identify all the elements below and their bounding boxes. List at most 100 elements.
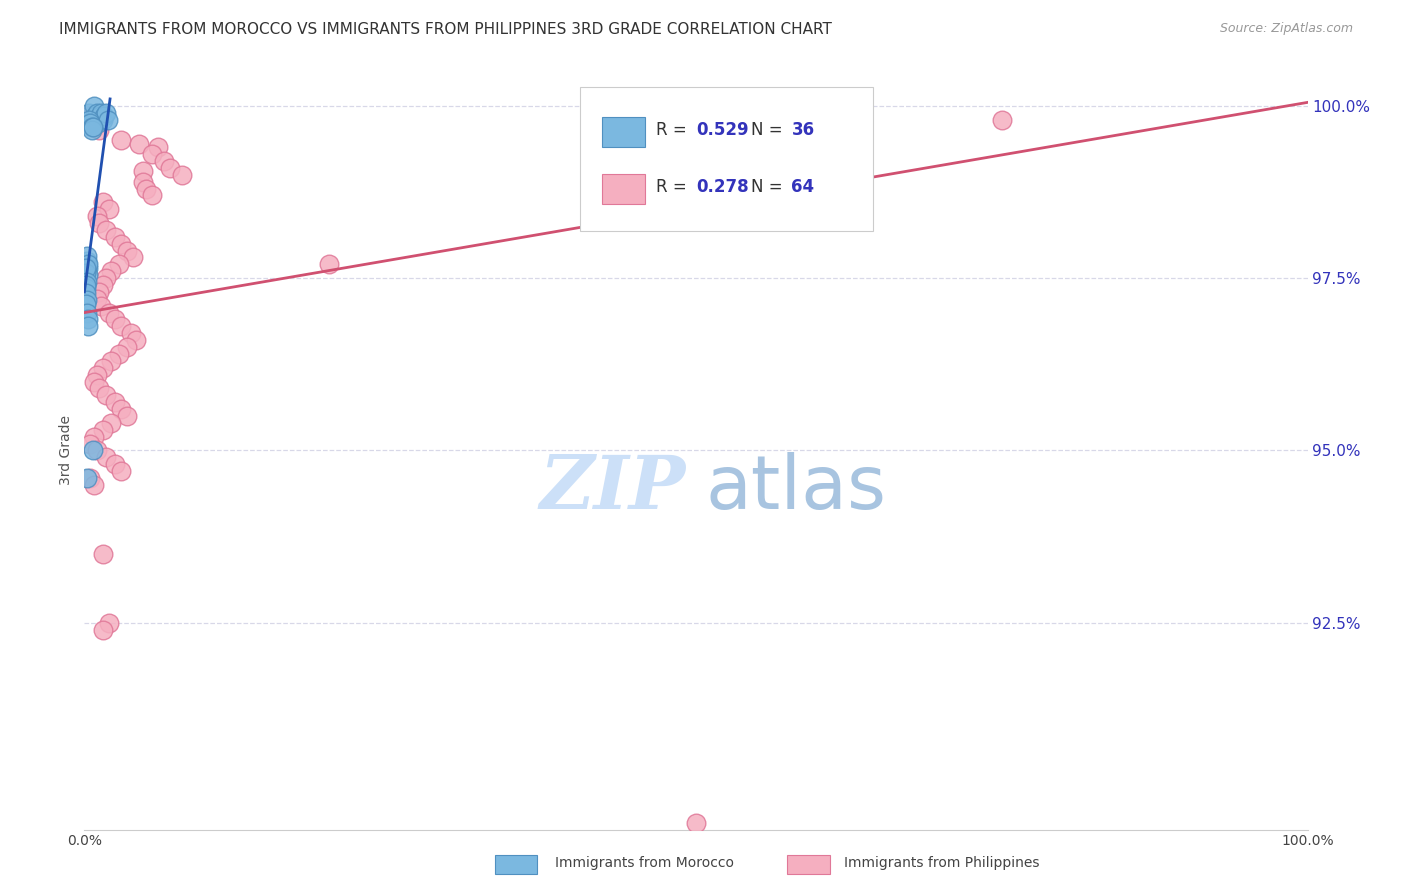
Point — [90, 299, 112, 313]
Point — [110, 402, 132, 417]
Point — [97, 202, 120, 217]
Point — [96, 271, 118, 285]
Point — [84, 120, 107, 134]
Point — [104, 457, 127, 471]
Point — [91, 423, 114, 437]
Point — [115, 340, 138, 354]
Point — [75, 297, 97, 311]
Point — [97, 112, 120, 127]
Point — [141, 147, 163, 161]
Point — [83, 478, 105, 492]
Point — [76, 305, 98, 319]
Point — [86, 443, 108, 458]
Point — [104, 229, 127, 244]
Point — [75, 286, 97, 301]
Point — [79, 116, 101, 130]
Point — [93, 109, 115, 123]
Point — [91, 623, 114, 637]
Text: 36: 36 — [792, 121, 814, 139]
Point — [110, 464, 132, 478]
Point — [76, 249, 98, 263]
Point — [96, 450, 118, 465]
Point — [87, 381, 110, 395]
Point — [87, 116, 110, 130]
Text: Immigrants from Morocco: Immigrants from Morocco — [555, 856, 734, 871]
Point — [76, 254, 98, 268]
Point — [77, 319, 100, 334]
Text: R =: R = — [655, 121, 692, 139]
Text: Source: ZipAtlas.com: Source: ZipAtlas.com — [1219, 22, 1353, 36]
Point — [77, 105, 100, 120]
Point — [91, 195, 114, 210]
Point — [77, 260, 100, 275]
Point — [107, 257, 129, 271]
Point — [86, 105, 108, 120]
Text: R =: R = — [655, 178, 692, 196]
Text: 64: 64 — [792, 178, 814, 196]
Point — [86, 292, 108, 306]
Point — [96, 105, 118, 120]
Point — [115, 409, 138, 423]
Point — [77, 268, 100, 282]
Text: Immigrants from Philippines: Immigrants from Philippines — [844, 856, 1039, 871]
Point — [159, 161, 181, 175]
Point — [115, 244, 138, 258]
Point — [132, 175, 155, 189]
Point — [82, 443, 104, 458]
Y-axis label: 3rd Grade: 3rd Grade — [59, 416, 73, 485]
Point — [96, 388, 118, 402]
Point — [128, 136, 150, 151]
Text: N =: N = — [751, 178, 787, 196]
Text: IMMIGRANTS FROM MOROCCO VS IMMIGRANTS FROM PHILIPPINES 3RD GRADE CORRELATION CHA: IMMIGRANTS FROM MOROCCO VS IMMIGRANTS FR… — [59, 22, 832, 37]
Point — [110, 236, 132, 251]
Point — [87, 123, 110, 137]
Point — [91, 278, 114, 293]
Point — [135, 181, 157, 195]
Point — [76, 275, 98, 289]
Point — [110, 319, 132, 334]
Point — [110, 133, 132, 147]
Text: 0.529: 0.529 — [696, 121, 748, 139]
Point — [122, 251, 145, 265]
Point — [90, 105, 112, 120]
Point — [91, 547, 114, 561]
Text: ZIP: ZIP — [540, 452, 686, 524]
Point — [132, 164, 155, 178]
Point — [76, 471, 98, 485]
Point — [82, 120, 104, 134]
Point — [97, 305, 120, 319]
Point — [120, 326, 142, 341]
Point — [125, 333, 148, 347]
Point — [84, 109, 107, 123]
FancyBboxPatch shape — [579, 87, 873, 231]
Point — [80, 123, 103, 137]
Point — [75, 281, 97, 295]
Point — [107, 347, 129, 361]
Point — [80, 120, 103, 134]
Point — [153, 153, 176, 168]
Point — [96, 223, 118, 237]
Point — [104, 395, 127, 409]
FancyBboxPatch shape — [602, 117, 644, 147]
Point — [97, 615, 120, 630]
Point — [83, 99, 105, 113]
Text: N =: N = — [751, 121, 787, 139]
Point — [86, 368, 108, 382]
Point — [77, 112, 100, 127]
Point — [83, 430, 105, 444]
Point — [77, 312, 100, 326]
Point — [77, 109, 100, 123]
Point — [79, 471, 101, 485]
Point — [77, 116, 100, 130]
Text: atlas: atlas — [706, 452, 887, 524]
Point — [87, 285, 110, 299]
Point — [104, 312, 127, 326]
Point — [141, 188, 163, 202]
Point — [79, 436, 101, 450]
Point — [91, 360, 114, 375]
Point — [75, 278, 97, 293]
Point — [80, 116, 103, 130]
Point — [75, 260, 97, 275]
Point — [86, 209, 108, 223]
Point — [91, 112, 114, 127]
